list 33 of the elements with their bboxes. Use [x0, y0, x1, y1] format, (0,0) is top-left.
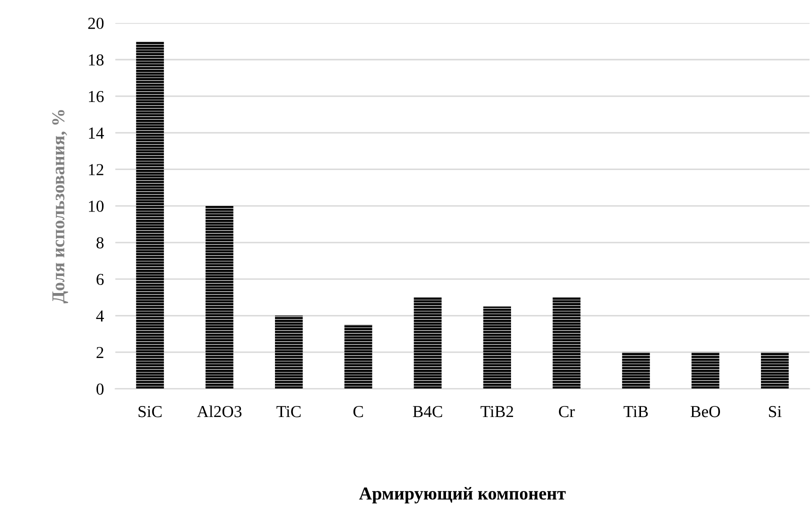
x-tick-label: Cr	[558, 406, 575, 418]
x-tick-label: Si	[769, 406, 782, 418]
y-tick-label: 18	[88, 54, 104, 66]
bar	[622, 352, 650, 389]
y-tick-label: 12	[88, 164, 104, 176]
y-tick-label: 10	[88, 200, 104, 212]
bar	[483, 306, 512, 389]
x-tick-label: Al2O3	[196, 405, 242, 418]
x-axis-title: Армирующий компонент	[359, 487, 566, 504]
y-axis-title: Доля использования, %	[52, 110, 68, 304]
x-tick-label: SiC	[138, 406, 162, 418]
y-tick-label: 16	[88, 90, 104, 102]
x-tick-label: BeO	[690, 406, 720, 418]
bar	[274, 316, 303, 389]
bar	[414, 297, 442, 389]
y-tick-label: 6	[96, 274, 104, 286]
bar	[136, 41, 164, 389]
x-tick-label: TiC	[276, 406, 301, 418]
bar	[344, 324, 372, 389]
bar	[760, 352, 789, 389]
bar	[692, 352, 720, 389]
x-tick-label: C	[353, 406, 363, 418]
y-tick-label: 2	[96, 346, 104, 358]
y-tick-label: 4	[96, 310, 104, 322]
bar	[552, 297, 580, 389]
x-tick-label: TiB2	[480, 406, 514, 418]
y-tick-label: 8	[96, 237, 104, 248]
y-tick-label: 0	[96, 384, 104, 395]
y-tick-label: 20	[88, 18, 104, 30]
x-tick-label: B4C	[412, 406, 442, 418]
x-tick-label: TiB	[624, 406, 648, 418]
y-tick-label: 14	[88, 128, 104, 139]
bar	[206, 206, 234, 389]
